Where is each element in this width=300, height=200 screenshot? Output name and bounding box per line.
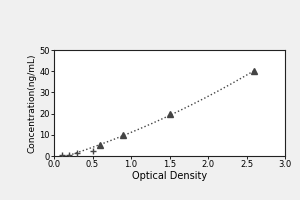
Y-axis label: Concentration(ng/mL): Concentration(ng/mL) bbox=[27, 53, 36, 153]
X-axis label: Optical Density: Optical Density bbox=[132, 171, 207, 181]
